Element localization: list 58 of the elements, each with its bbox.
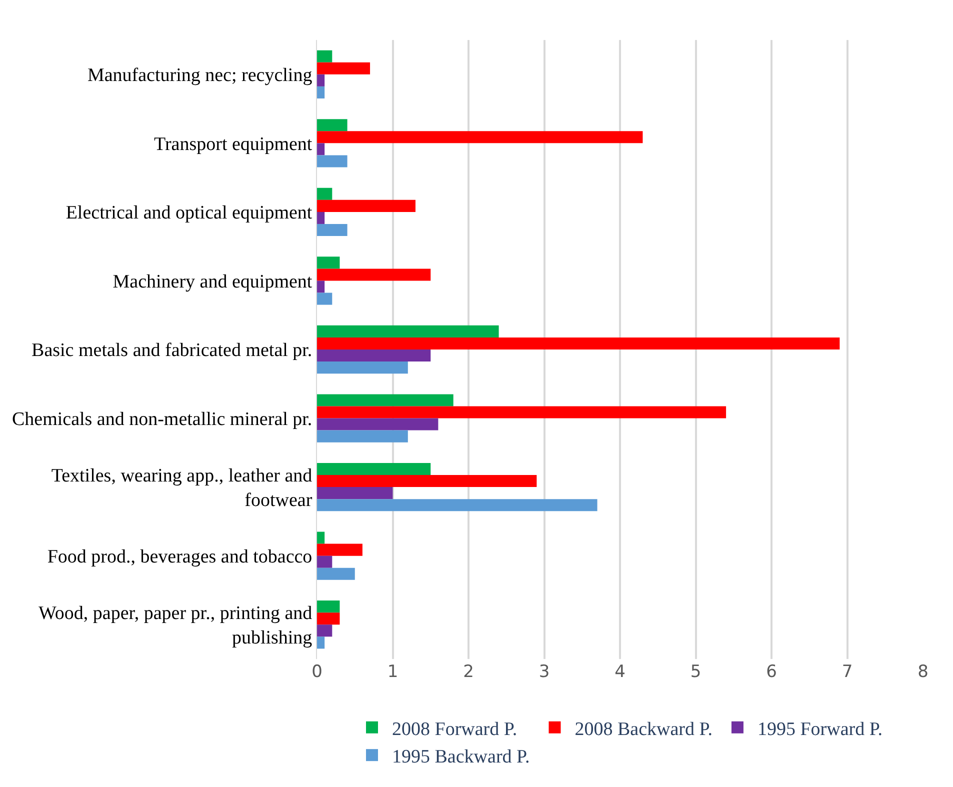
bar [317, 50, 332, 62]
y-tick-label: Electrical and optical equipment [66, 202, 313, 224]
bar [317, 268, 431, 281]
bar [317, 131, 643, 144]
bar [317, 406, 726, 418]
bar [317, 499, 598, 512]
bar [317, 200, 416, 212]
bar [317, 143, 325, 156]
y-tick-label: Food prod., beverages and tobacco [47, 546, 312, 568]
bar [317, 612, 340, 625]
legend-label: 1995 Backward P. [392, 746, 530, 768]
legend-label: 2008 Forward P. [392, 718, 518, 740]
bar [317, 350, 431, 362]
bar [317, 600, 340, 613]
x-tick-label: 8 [918, 662, 928, 682]
bar [317, 280, 325, 293]
x-tick-label: 7 [842, 662, 853, 682]
y-tick-label: Transport equipment [154, 134, 313, 155]
bar [317, 462, 431, 476]
bar [317, 544, 362, 556]
x-tick-label: 1 [387, 662, 398, 682]
x-tick-label: 3 [538, 662, 550, 682]
bar [317, 418, 438, 430]
bar [317, 62, 370, 74]
legend-label: 2008 Backward P. [574, 718, 712, 740]
legend-label: 1995 Forward P. [757, 718, 883, 740]
bar [317, 394, 454, 406]
bar [317, 475, 537, 488]
x-tick-label: 5 [690, 662, 702, 682]
bar [317, 224, 348, 236]
bar [317, 256, 340, 269]
y-tick-label: Machinery and equipment [112, 271, 313, 292]
bar [317, 155, 348, 168]
x-tick-label: 2 [463, 662, 474, 682]
y-tick-label: Manufacturing nec; recycling [87, 65, 313, 86]
bar [317, 74, 325, 86]
bar [317, 86, 325, 98]
bar [317, 337, 840, 350]
y-tick-label: Textiles, wearing app., leather and footwear [51, 465, 313, 512]
x-tick-label: 0 [312, 662, 322, 682]
bar [317, 636, 325, 649]
bar [317, 188, 332, 200]
bar [317, 532, 325, 544]
bar [317, 568, 355, 580]
bar [317, 325, 499, 338]
bar [317, 292, 332, 305]
bar [317, 487, 393, 500]
bar [317, 362, 408, 374]
bar [317, 119, 348, 132]
bar [317, 430, 408, 442]
bar [317, 212, 325, 224]
bar [317, 624, 332, 637]
y-tick-label: Wood, paper, paper pr., printing and publishing [38, 602, 313, 649]
y-tick-label: Chemicals and non-metallic mineral pr. [12, 408, 312, 430]
y-tick-label: Basic metals and fabricated metal pr. [32, 340, 312, 362]
x-tick-label: 6 [766, 662, 777, 682]
x-tick-label: 4 [614, 662, 626, 682]
bar [317, 556, 332, 568]
